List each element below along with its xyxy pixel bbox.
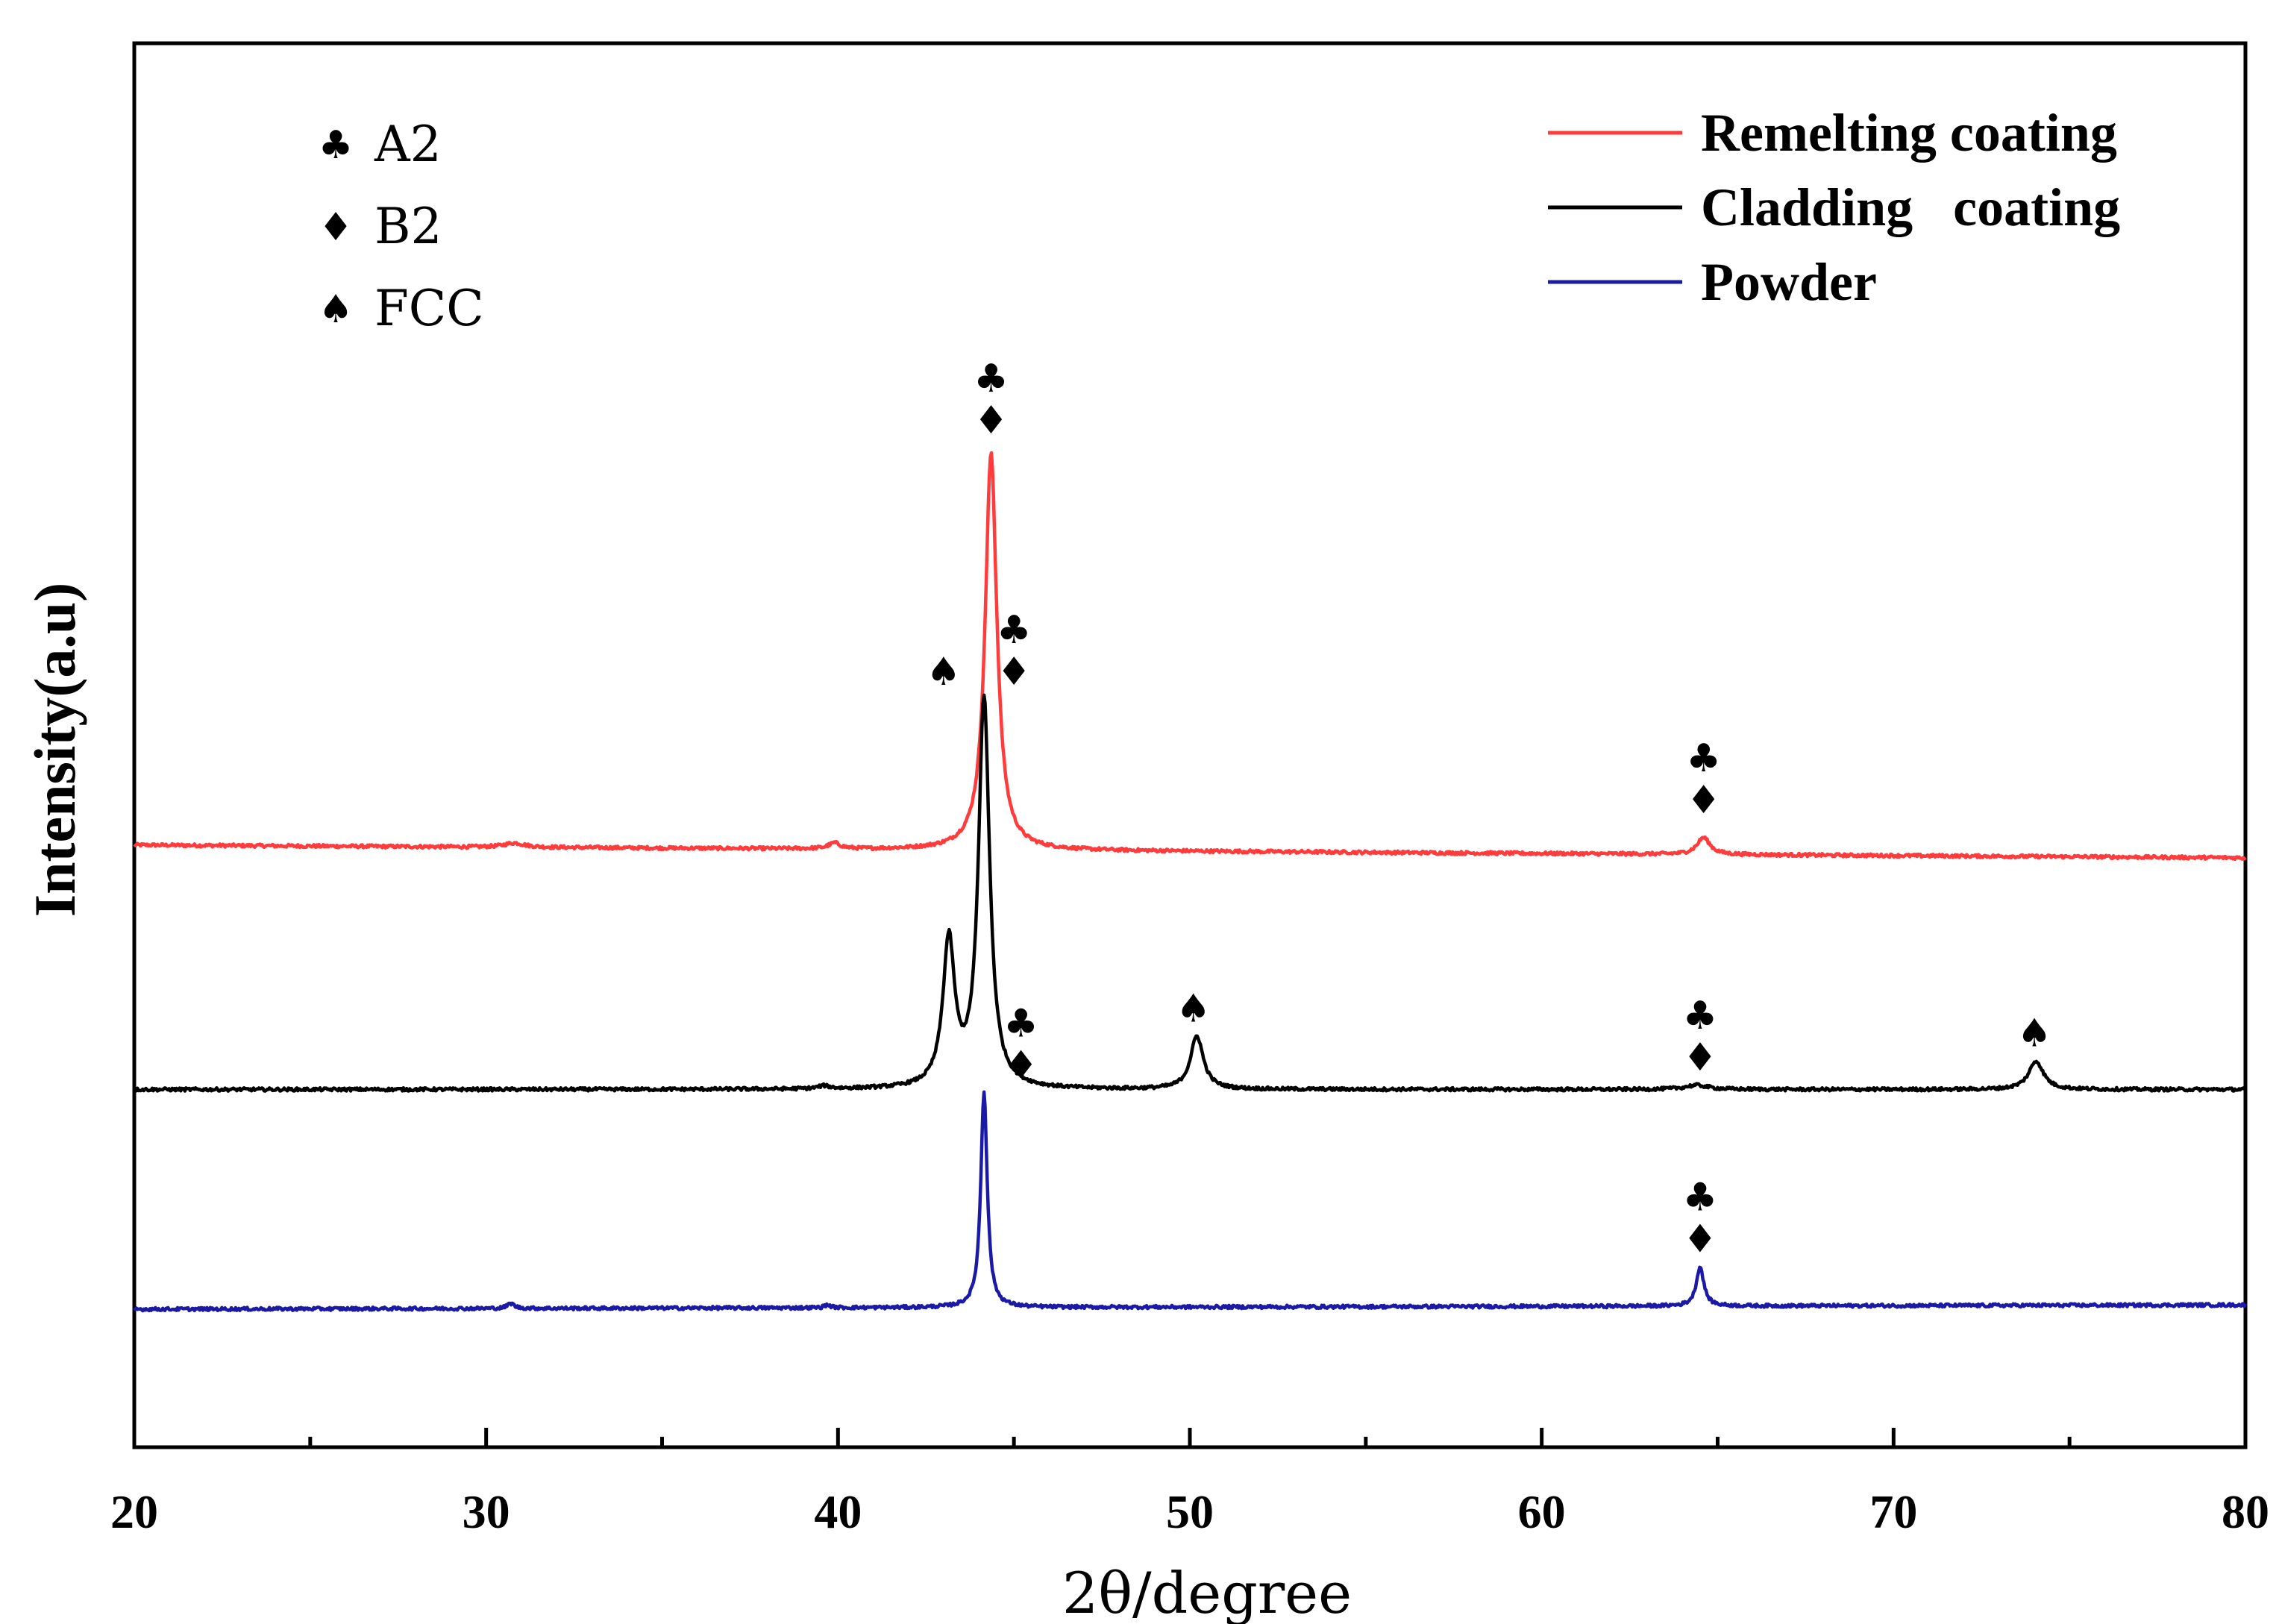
peak-marker-symbol: ♣ bbox=[1683, 994, 1718, 1038]
x-tick-label: 40 bbox=[814, 1485, 862, 1538]
legend-label: Powder bbox=[1701, 252, 1877, 312]
x-tick-label: 50 bbox=[1166, 1485, 1214, 1538]
phase-legend-label: FCC bbox=[374, 280, 484, 337]
peak-marker-symbol: ♦ bbox=[974, 398, 1009, 443]
x-tick-label: 80 bbox=[2222, 1485, 2269, 1538]
x-tick-label: 30 bbox=[463, 1485, 510, 1538]
series-line-0 bbox=[133, 451, 2247, 862]
peak-marker-symbol: ♦ bbox=[1683, 1217, 1718, 1262]
legend-label: Cladding coating bbox=[1701, 178, 2120, 237]
x-tick-label: 60 bbox=[1518, 1485, 1566, 1538]
series-line-1 bbox=[134, 693, 2247, 1093]
x-axis-label: 2θ/degree bbox=[1062, 1560, 1352, 1624]
peak-marker-symbol: ♣ bbox=[974, 357, 1009, 401]
series-line-2 bbox=[133, 1090, 2248, 1313]
phase-legend-symbol: ♠ bbox=[319, 287, 354, 332]
peak-marker-symbol: ♣ bbox=[997, 608, 1032, 653]
peak-marker-symbol: ♦ bbox=[1003, 1043, 1038, 1088]
peak-marker-symbol: ♦ bbox=[1686, 778, 1721, 823]
peak-marker-symbol: ♣ bbox=[1686, 736, 1721, 781]
peak-marker-symbol: ♣ bbox=[1683, 1176, 1718, 1220]
y-axis-label: Intensity(a.u) bbox=[22, 583, 87, 918]
peak-marker-symbol: ♦ bbox=[1683, 1035, 1718, 1080]
peak-marker-symbol: ♠ bbox=[1176, 986, 1211, 1031]
peak-markers: ♣♦♣♦♣♦♠♠ ♣♦♠♣♦♣♦ bbox=[927, 357, 2052, 1262]
x-tick-label: 20 bbox=[110, 1485, 158, 1538]
series-legend: Remelting coating Cladding coating Powder bbox=[1548, 103, 2120, 312]
peak-marker-symbol: ♦ bbox=[997, 650, 1032, 695]
phase-legend-symbol: ♣ bbox=[319, 123, 354, 168]
phase-legend-symbol: ♦ bbox=[319, 205, 354, 250]
plot-frame bbox=[132, 41, 2248, 1449]
peak-marker-symbol: ♠ bbox=[927, 650, 962, 695]
phase-legend: ♣ A2 ♦ B2 ♠ FCC bbox=[319, 116, 484, 337]
phase-legend-label: A2 bbox=[374, 116, 442, 173]
peak-marker-symbol: ♣ bbox=[1003, 1001, 1038, 1046]
x-axis-ticks: 20 30 40 50 60 70 80 bbox=[110, 1428, 2269, 1538]
phase-legend-label: B2 bbox=[374, 198, 442, 255]
legend-label: Remelting coating bbox=[1701, 103, 2117, 163]
x-tick-label: 70 bbox=[1869, 1485, 1917, 1538]
peak-marker-symbol: ♠ bbox=[2017, 1012, 2052, 1056]
series-layer bbox=[133, 451, 2248, 1313]
